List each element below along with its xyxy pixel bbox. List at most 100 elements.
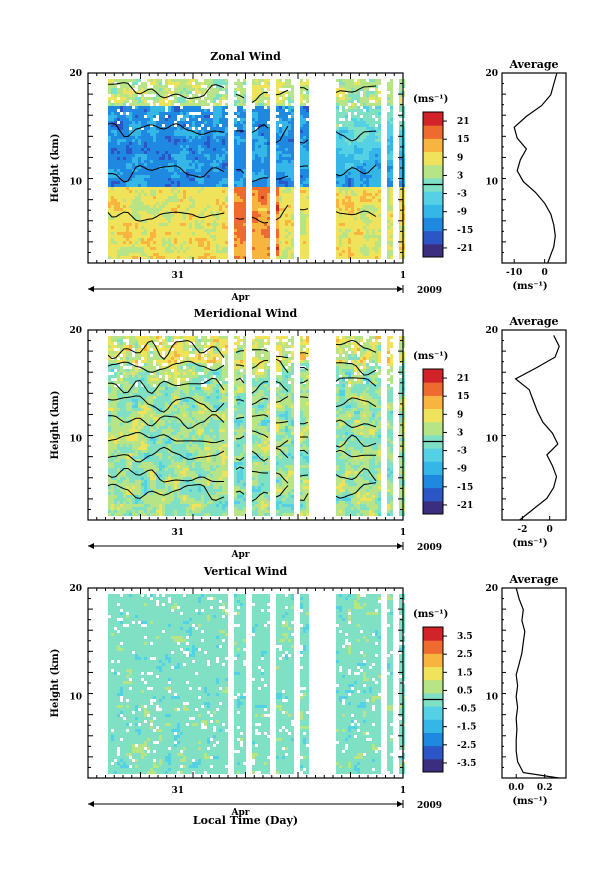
heatmap-cell <box>216 79 219 82</box>
heatmap-cell <box>183 154 186 157</box>
heatmap-cell <box>363 163 366 166</box>
heatmap-cell <box>123 112 126 115</box>
heatmap-cell <box>378 196 381 199</box>
heatmap-cell <box>138 103 141 106</box>
heatmap-cell <box>204 133 207 136</box>
heatmap-cell <box>135 97 138 100</box>
heatmap-cell <box>351 229 354 232</box>
heatmap-cell <box>132 115 135 118</box>
heatmap-cell <box>120 432 123 435</box>
heatmap-cell <box>204 151 207 154</box>
heatmap-cell <box>141 169 144 172</box>
heatmap-cell <box>243 127 246 130</box>
heatmap-cell <box>255 85 258 88</box>
heatmap-cell <box>207 151 210 154</box>
heatmap-cell <box>171 238 174 241</box>
heatmap-cell <box>255 139 258 142</box>
heatmap-cell <box>117 202 120 205</box>
heatmap-cell <box>156 142 159 145</box>
heatmap-cell <box>225 187 228 190</box>
heatmap-cell <box>237 223 240 226</box>
heatmap-cell <box>216 151 219 154</box>
heatmap-cell <box>336 88 339 91</box>
heatmap-cell <box>222 94 225 97</box>
heatmap-cell <box>168 247 171 250</box>
heatmap-cell <box>210 184 213 187</box>
heatmap-cell <box>279 136 282 139</box>
heatmap-cell <box>243 151 246 154</box>
heatmap-cell <box>135 142 138 145</box>
heatmap-cell <box>291 202 294 205</box>
heatmap-cell <box>222 160 225 163</box>
heatmap-cell <box>306 244 309 247</box>
heatmap-cell <box>291 145 294 148</box>
heatmap-cell <box>285 205 288 208</box>
heatmap-cell <box>222 214 225 217</box>
heatmap-cell <box>138 139 141 142</box>
heatmap-cell <box>120 118 123 121</box>
colorbar-swatch <box>423 191 443 205</box>
heatmap-cell <box>207 142 210 145</box>
heatmap-cell <box>219 169 222 172</box>
heatmap-cell <box>339 169 342 172</box>
heatmap-cell <box>201 202 204 205</box>
heatmap-cell <box>363 154 366 157</box>
heatmap-cell <box>288 211 291 214</box>
heatmap-cell <box>108 477 111 480</box>
heatmap-cell <box>135 241 138 244</box>
heatmap-cell <box>399 91 402 94</box>
heatmap-cell <box>147 241 150 244</box>
heatmap-cell <box>255 169 258 172</box>
heatmap-cell <box>342 190 345 193</box>
heatmap-cell <box>288 244 291 247</box>
heatmap-cell <box>267 226 270 229</box>
heatmap-cell <box>267 169 270 172</box>
heatmap-cell <box>348 178 351 181</box>
heatmap-cell <box>120 393 123 396</box>
heatmap-cell <box>108 91 111 94</box>
heatmap-cell <box>216 124 219 127</box>
heatmap-cell <box>282 82 285 85</box>
heatmap-cell <box>243 175 246 178</box>
heatmap-cell <box>240 184 243 187</box>
heatmap-cell <box>114 121 117 124</box>
heatmap-cell <box>348 139 351 142</box>
heatmap-cell <box>189 229 192 232</box>
heatmap-cell <box>129 94 132 97</box>
heatmap-cell <box>144 223 147 226</box>
heatmap-cell <box>225 133 228 136</box>
heatmap-cell <box>129 121 132 124</box>
heatmap-cell <box>210 199 213 202</box>
heatmap-cell <box>120 94 123 97</box>
heatmap-cell <box>390 127 393 130</box>
heatmap-cell <box>120 142 123 145</box>
heatmap-cell <box>351 166 354 169</box>
heatmap-cell <box>129 160 132 163</box>
heatmap-cell <box>111 444 114 447</box>
heatmap-cell <box>186 85 189 88</box>
heatmap-cell <box>180 79 183 82</box>
heatmap-cell <box>357 193 360 196</box>
heatmap-cell <box>189 181 192 184</box>
heatmap-cell <box>351 157 354 160</box>
heatmap-cell <box>279 121 282 124</box>
heatmap-cell <box>126 187 129 190</box>
heatmap-cell <box>159 238 162 241</box>
heatmap-cell <box>159 127 162 130</box>
heatmap-cell <box>159 148 162 151</box>
heatmap-cell <box>117 447 120 450</box>
heatmap-cell <box>342 223 345 226</box>
heatmap-cell <box>222 244 225 247</box>
heatmap-cell <box>192 166 195 169</box>
heatmap-cell <box>258 151 261 154</box>
heatmap-cell <box>114 97 117 100</box>
heatmap-cell <box>192 178 195 181</box>
heatmap-cell <box>276 85 279 88</box>
heatmap-cell <box>117 106 120 109</box>
heatmap-cell <box>162 232 165 235</box>
heatmap-cell <box>180 187 183 190</box>
heatmap-cell <box>339 187 342 190</box>
heatmap-cell <box>240 91 243 94</box>
heatmap-cell <box>213 154 216 157</box>
heatmap-cell <box>123 94 126 97</box>
